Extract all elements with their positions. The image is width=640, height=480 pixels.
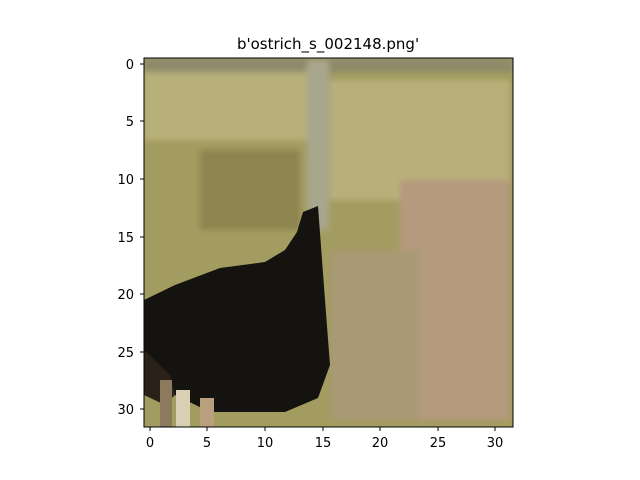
x-tick-label: 0 — [146, 436, 154, 451]
y-tick-label: 25 — [117, 346, 134, 361]
y-tick-label: 30 — [117, 403, 134, 418]
x-axis: 0 5 10 15 20 25 30 — [146, 427, 503, 451]
axes-frame — [143, 57, 514, 428]
x-tick-label: 15 — [315, 436, 332, 451]
x-tick-label: 30 — [487, 436, 504, 451]
x-tick-label: 5 — [203, 436, 211, 451]
photo-image — [144, 58, 513, 427]
image-axes: 0 5 10 15 20 25 30 0 5 10 15 20 25 30 — [117, 57, 514, 451]
y-tick-label: 10 — [117, 173, 134, 188]
figure-title: b'ostrich_s_002148.png' — [237, 35, 419, 54]
x-tick-label: 20 — [372, 436, 389, 451]
y-tick-label: 20 — [117, 288, 134, 303]
y-axis: 0 5 10 15 20 25 30 — [117, 58, 144, 418]
x-tick-label: 10 — [257, 436, 274, 451]
x-tick-label: 25 — [430, 436, 447, 451]
y-tick-label: 5 — [126, 115, 134, 130]
y-tick-label: 0 — [126, 58, 134, 73]
y-tick-label: 15 — [117, 231, 134, 246]
